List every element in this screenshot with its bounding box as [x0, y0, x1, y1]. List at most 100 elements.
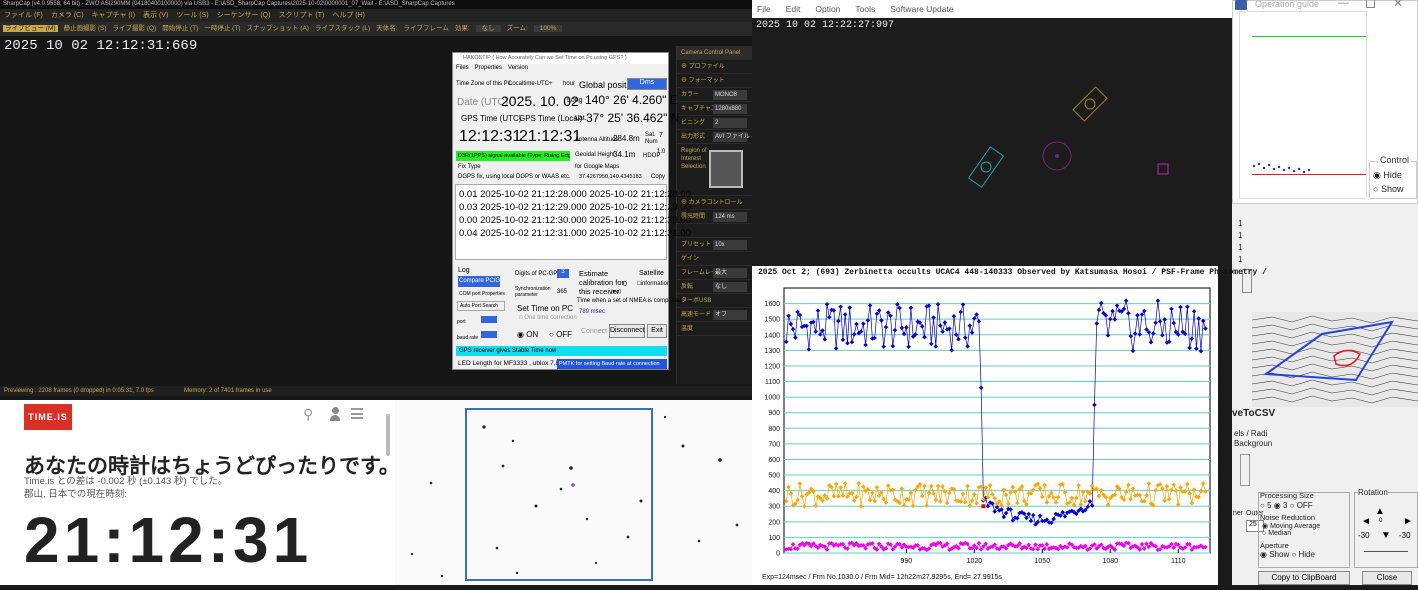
aperture-options[interactable]: ◉ Show ○ Hide [1260, 550, 1315, 559]
one-time-button[interactable]: □ One time correction [519, 315, 577, 321]
y-tick-label: 1100 [765, 379, 780, 386]
lm-menu-edit[interactable]: Edit [785, 4, 801, 14]
menu-capture[interactable]: キャプチャ (I) [91, 12, 136, 19]
panel-row-capture-area[interactable]: キャプチャエリア 1280x880 [677, 102, 752, 116]
menu-tools[interactable]: ツール (S) [176, 12, 209, 19]
data-point-background [938, 540, 943, 546]
snapshot-button[interactable]: スナップショット (A) [246, 25, 309, 32]
aperture-square [1157, 163, 1169, 175]
panel-row-profile[interactable]: ⊕ プロファイル [677, 60, 752, 74]
on-radio[interactable]: ◉ ON [517, 330, 539, 339]
hako-menu-files[interactable]: Files [456, 65, 469, 71]
moving-average-radio[interactable]: ◉ Moving Average [1262, 523, 1321, 530]
close-button[interactable]: Close [1362, 571, 1412, 585]
panel-row-camera-controls[interactable]: ⊕ カメラコントロール [677, 196, 752, 210]
side-scrollbar[interactable] [1242, 269, 1252, 293]
lm-menu-option[interactable]: Option [815, 4, 841, 14]
disconnect-button[interactable]: Disconnect [609, 324, 645, 338]
still-capture-button[interactable]: 静止画撮影 (S) [63, 25, 107, 32]
rotate-right-button[interactable]: ► [1403, 516, 1413, 527]
hako-menu-version[interactable]: Version [508, 65, 529, 71]
menu-script[interactable]: スクリプト (T) [278, 12, 325, 19]
median-radio[interactable]: ○ Median [1262, 530, 1292, 537]
data-point-background [1017, 541, 1022, 546]
menu-view[interactable]: 表示 (V) [143, 12, 169, 19]
effect-select[interactable]: なし [475, 25, 501, 32]
live-capture-button[interactable]: ライブ撮影 (Q) [112, 25, 157, 32]
panel-row-exposure[interactable]: 露出時間 124 ms [677, 210, 752, 224]
exit-button[interactable]: Exit [647, 324, 667, 338]
rotate-left-button[interactable]: ◄ [1361, 516, 1371, 527]
pause-button[interactable]: 一時停止 (T) [204, 25, 241, 32]
outer-input[interactable]: 25 [1246, 520, 1264, 532]
minimize-button[interactable]: — [1338, 0, 1349, 9]
user-icon[interactable] [330, 407, 340, 421]
connect-button[interactable]: Connect [581, 328, 608, 335]
panel-row-highspeed[interactable]: 高速モード オフ [677, 308, 752, 322]
processing-size-options[interactable]: ○ 5 ◉ 3 ○ OFF [1260, 501, 1313, 510]
menu-file[interactable]: ファイル (F) [4, 12, 43, 19]
rotate-up-button[interactable]: ▲ [1375, 506, 1385, 517]
compare-select[interactable]: Compare PC/GPS [458, 276, 500, 287]
information-checkbox[interactable]: □information [637, 281, 671, 287]
lm-menu-tools[interactable]: Tools [855, 4, 876, 14]
save-to-csv-button[interactable]: veToCSV [1232, 408, 1276, 419]
app-icon [1235, 0, 1247, 10]
panel-row-binning[interactable]: ビニング 2 [677, 116, 752, 130]
nmea-value: 789 msec [579, 309, 606, 315]
panel-row-turbo-usb[interactable]: ターボUSB [677, 294, 752, 308]
radii-slider[interactable] [1240, 454, 1250, 486]
auto-port-button[interactable]: Auto Port Search [457, 301, 505, 311]
data-point-star [842, 312, 848, 317]
global-mode-select[interactable]: Dms [627, 78, 667, 90]
aperture-outline [1263, 320, 1395, 382]
com-props-button[interactable]: COM port Properties [459, 291, 505, 297]
data-point-background [1139, 541, 1145, 547]
data-point-background [883, 546, 889, 551]
port-select[interactable] [481, 316, 497, 323]
panel-row-format[interactable]: ⊕ フォーマット [677, 74, 752, 88]
hako-menu-properties[interactable]: Properties [474, 65, 503, 71]
show-radio[interactable]: ○ Show [1373, 184, 1404, 194]
sharpcap-title-bar: SharpCap (v4.0.9558, 64 bit) - ZWO ASI29… [0, 0, 752, 9]
start-stop-button[interactable]: 開始停止 (T) [162, 25, 199, 32]
zoom-select[interactable]: 100% [533, 25, 563, 32]
timeis-scrollbar[interactable] [386, 414, 390, 456]
digits-select[interactable]: 3 [557, 269, 569, 278]
panel-row-color[interactable]: カラー MONO8 [677, 88, 752, 102]
panel-row-flip[interactable]: 反転 なし [677, 280, 752, 294]
search-icon[interactable]: ⚲ [303, 406, 314, 422]
panel-row-gain[interactable]: ゲイン [677, 252, 752, 266]
menu-sequencer[interactable]: シーケンサー (Q) [216, 12, 271, 19]
off-radio[interactable]: ○ OFF [549, 330, 573, 339]
livestack-button[interactable]: ライブスタック (L) [314, 25, 371, 32]
panel-row-framerate[interactable]: フレームレート 最大 [677, 266, 752, 280]
lm-menu-file[interactable]: File [757, 4, 771, 14]
profile-line [1251, 339, 1418, 348]
red-line [1252, 174, 1366, 175]
panel-row-preset[interactable]: プリセット 10x [677, 238, 752, 252]
panel-row-roi[interactable]: Region of Interest Selection [677, 144, 752, 196]
data-point-star [827, 314, 832, 320]
hide-radio[interactable]: ◉ Hide [1373, 170, 1402, 180]
liveframe-select[interactable]: ライブフレーム [403, 25, 449, 32]
lm-menu-update[interactable]: Software Update [890, 4, 954, 14]
copy-to-clipboard-button[interactable]: Copy to ClipBoard [1258, 571, 1350, 585]
liveview-button[interactable]: ライブビュー (M) [3, 25, 58, 32]
baud-select[interactable] [481, 331, 497, 338]
rotation-slider[interactable] [1364, 546, 1408, 552]
maximize-button[interactable] [1366, 0, 1375, 8]
data-point-comparison [1198, 489, 1204, 494]
rotate-down-button[interactable]: ▼ [1381, 530, 1391, 541]
copy-coords-button[interactable]: Copy [651, 174, 666, 180]
data-point-star [897, 305, 902, 311]
data-point-star [1176, 332, 1181, 337]
pmtk-button[interactable]: PMTK for setting Baud rate at connection [557, 359, 667, 369]
menu-help[interactable]: ヘルプ (H) [332, 12, 366, 19]
menu-icon[interactable] [351, 408, 363, 419]
close-icon[interactable]: ✕ [1393, 0, 1404, 10]
menu-camera[interactable]: カメラ (C) [50, 12, 84, 19]
timeis-logo[interactable]: TIME.IS [24, 404, 72, 430]
panel-row-temperature[interactable]: 温度 [677, 322, 752, 336]
